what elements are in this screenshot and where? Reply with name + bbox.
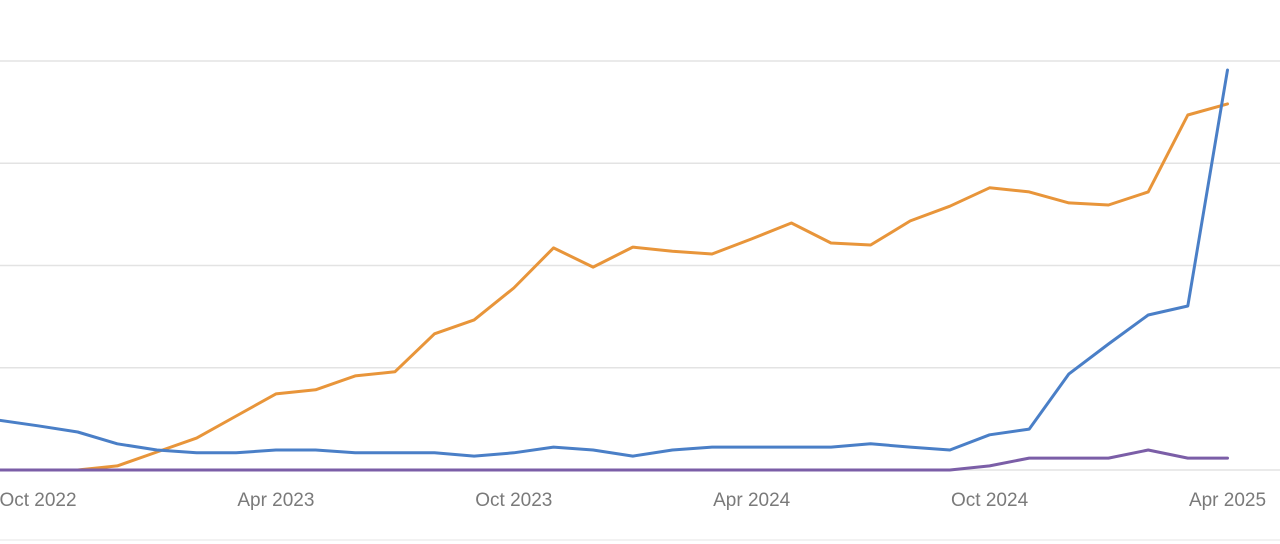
x-tick-label: Oct 2023: [475, 490, 552, 511]
x-tick-label: Oct 2024: [951, 490, 1029, 511]
series-line: [0, 448, 1229, 472]
x-tick-label: Apr 2025: [1189, 490, 1266, 511]
x-tick-label: Apr 2023: [237, 490, 314, 511]
series-line: [0, 102, 1229, 472]
x-tick-label: Oct 2022: [0, 490, 77, 511]
x-tick-label: Apr 2024: [713, 490, 791, 511]
series-line: [0, 68, 1229, 458]
